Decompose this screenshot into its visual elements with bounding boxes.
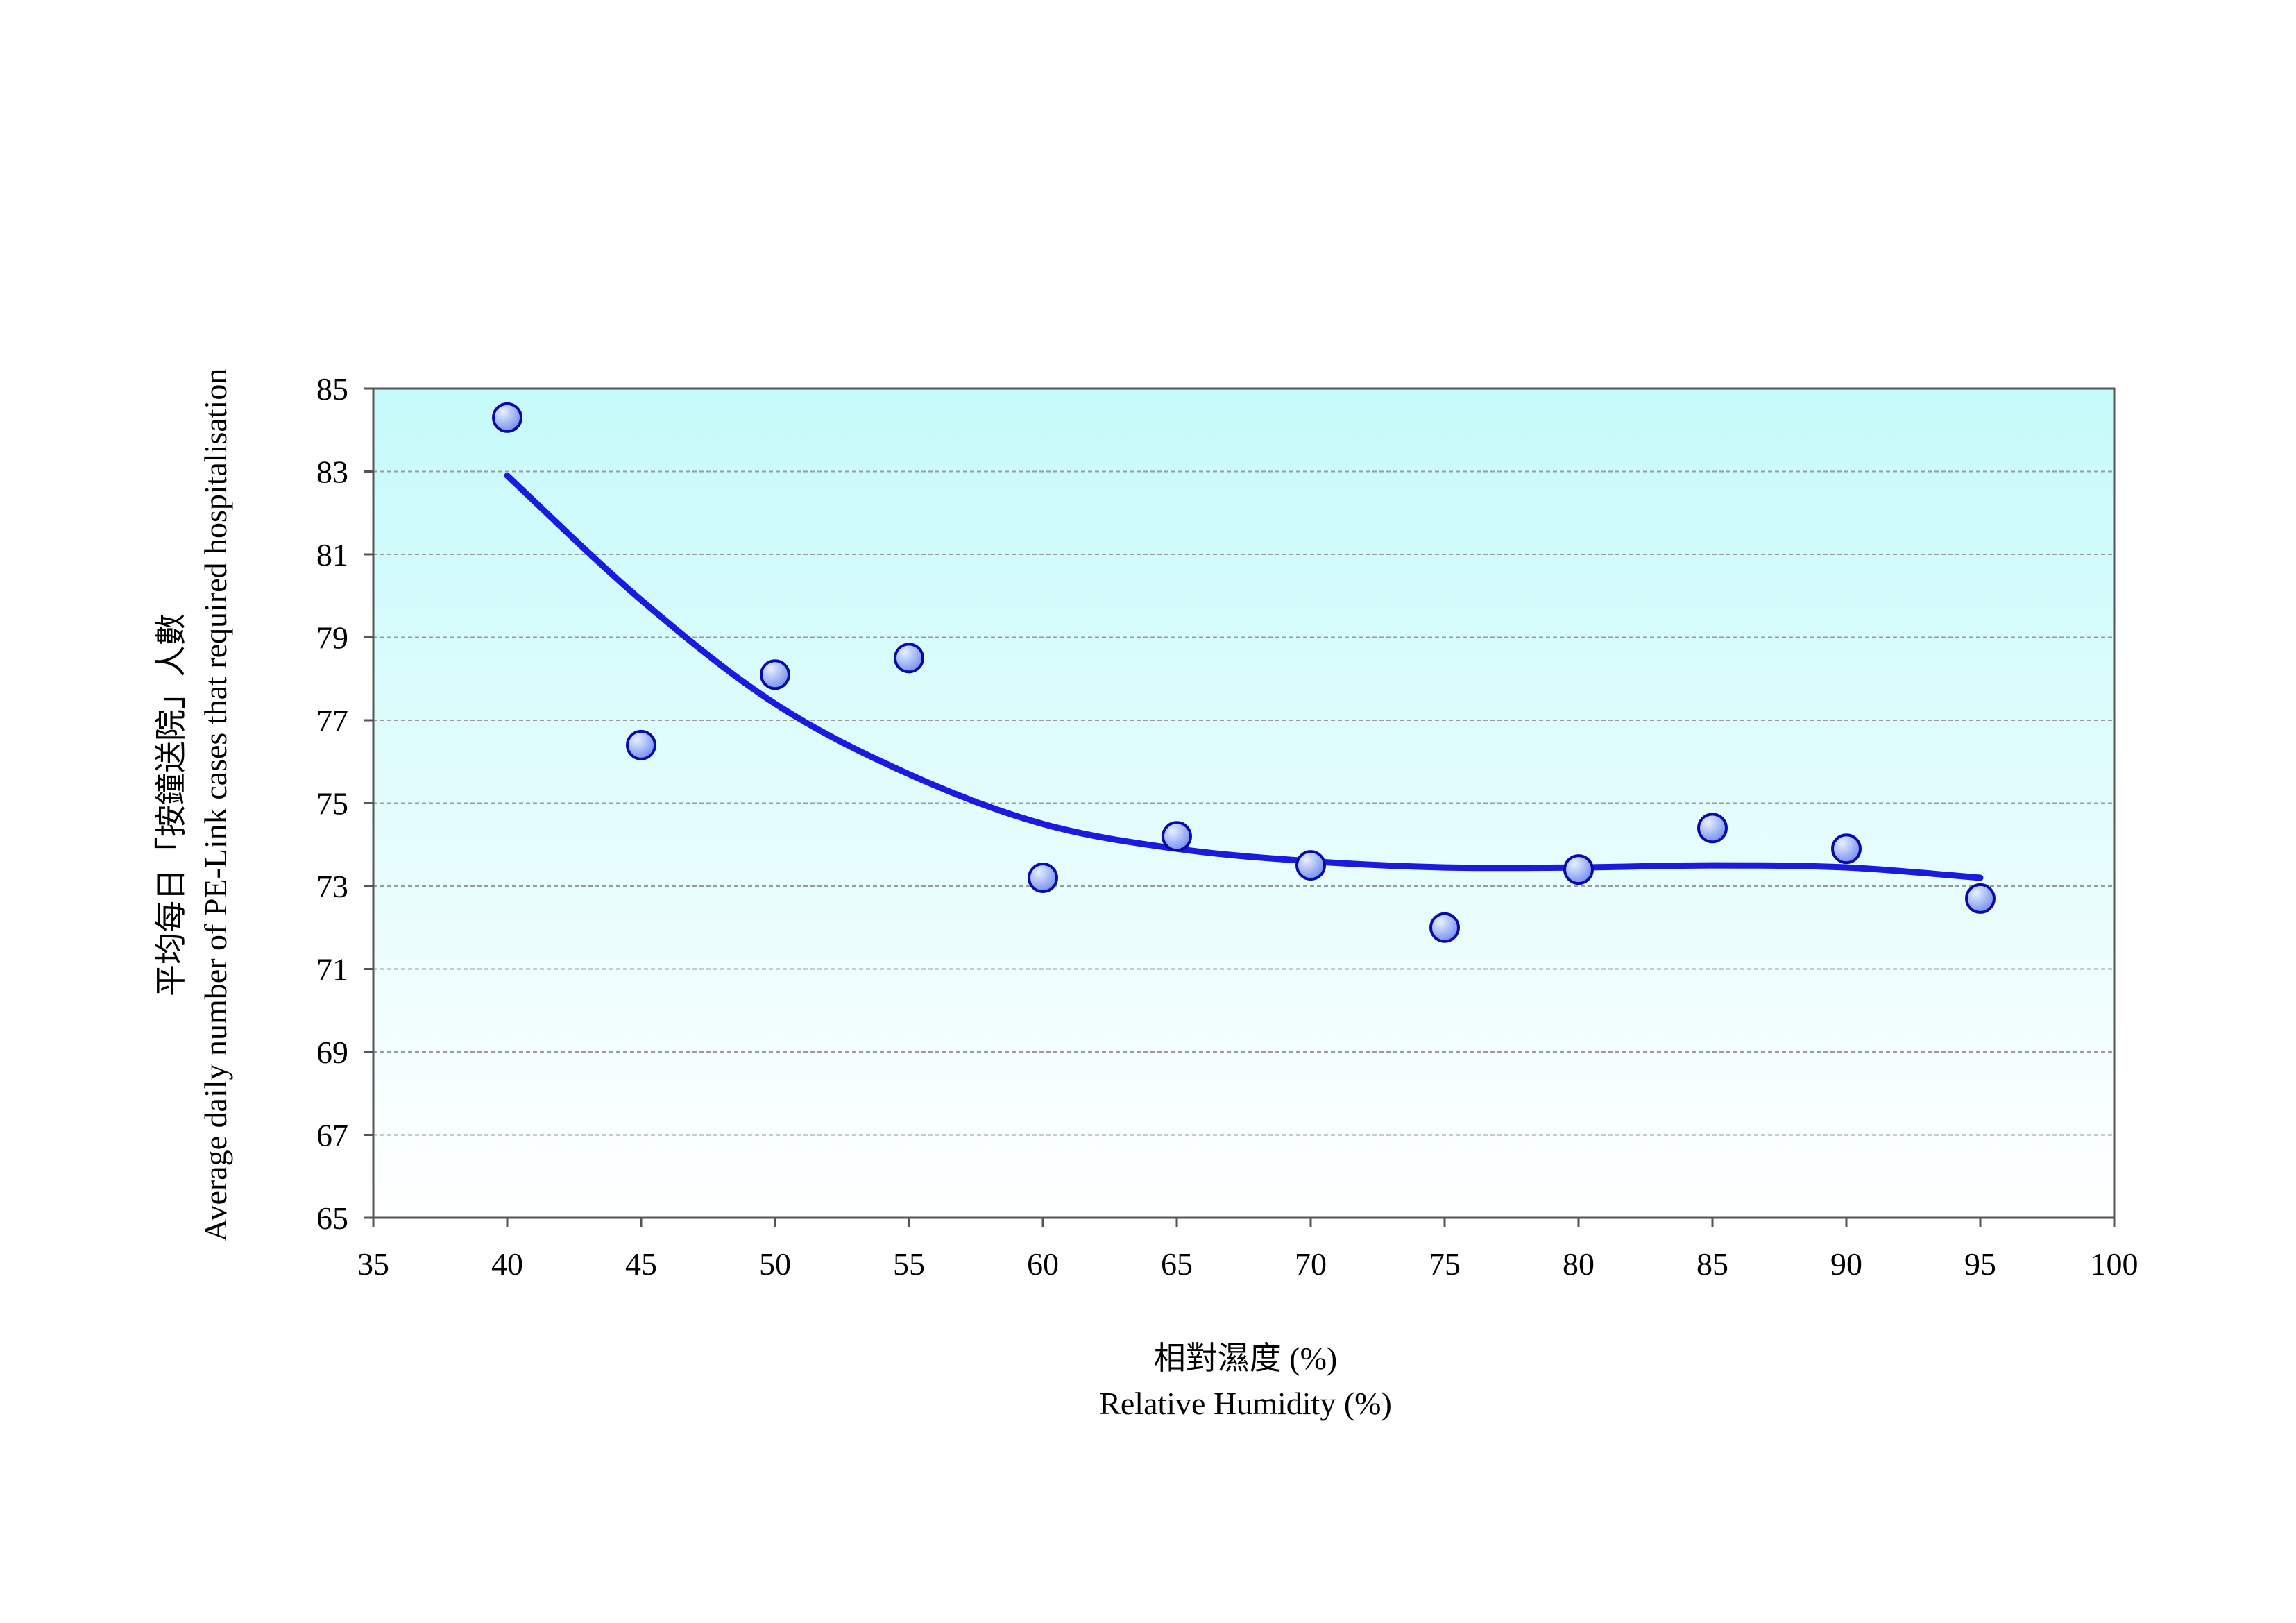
x-tick-label: 100 (2091, 1246, 2138, 1282)
data-point (1697, 813, 1728, 844)
x-tick-label: 70 (1295, 1246, 1327, 1282)
x-tick-label: 85 (1697, 1246, 1728, 1282)
x-tick-label: 80 (1563, 1246, 1595, 1282)
x-axis-ticks: 35 40 45 50 55 60 65 70 75 80 85 90 95 100 (357, 1218, 2138, 1282)
trendline-group (504, 473, 1984, 881)
y-tick-label: 75 (316, 786, 348, 822)
data-point (894, 643, 924, 674)
y-tick-label: 69 (316, 1035, 348, 1070)
x-tick-label: 65 (1161, 1246, 1193, 1282)
y-tick-label: 79 (316, 620, 348, 656)
y-axis-title-zh: 平均每日「按鐘送院」人數 (153, 613, 189, 996)
y-tick-label: 85 (316, 371, 348, 407)
x-tick-label: 55 (893, 1246, 925, 1282)
y-tick-label: 65 (316, 1200, 348, 1236)
data-point (626, 729, 656, 760)
y-axis-ticks: 65 67 69 71 73 75 77 79 81 83 85 (316, 371, 373, 1236)
x-tick-label: 50 (759, 1246, 791, 1282)
y-tick-label: 67 (316, 1118, 348, 1153)
x-tick-label: 95 (1964, 1246, 1996, 1282)
x-tick-label: 60 (1027, 1246, 1059, 1282)
y-tick-label: 71 (316, 952, 348, 987)
data-point (1965, 883, 1996, 914)
y-tick-label: 83 (316, 454, 348, 490)
data-point (492, 402, 522, 433)
y-tick-label: 77 (316, 703, 348, 738)
data-point (1429, 912, 1460, 943)
x-tick-label: 45 (625, 1246, 657, 1282)
data-point (760, 659, 790, 690)
x-axis-title-zh: 相對濕度 (%) (1154, 1341, 1337, 1376)
data-point (1162, 821, 1192, 852)
trendline (504, 473, 1984, 881)
data-point (1295, 850, 1326, 881)
data-point (1028, 863, 1058, 894)
x-tick-label: 75 (1429, 1246, 1461, 1282)
data-point (1831, 833, 1862, 865)
y-tick-label: 73 (316, 869, 348, 904)
data-point (1563, 854, 1594, 885)
x-tick-label: 35 (357, 1246, 389, 1282)
x-tick-label: 90 (1830, 1246, 1862, 1282)
x-axis-title-en: Relative Humidity (%) (1099, 1386, 1392, 1421)
x-tick-label: 40 (491, 1246, 523, 1282)
y-tick-label: 81 (316, 537, 348, 572)
gridlines (373, 470, 2114, 1136)
y-axis-title-en: Average daily number of PE-Link cases th… (198, 368, 233, 1242)
data-points (492, 402, 1996, 943)
